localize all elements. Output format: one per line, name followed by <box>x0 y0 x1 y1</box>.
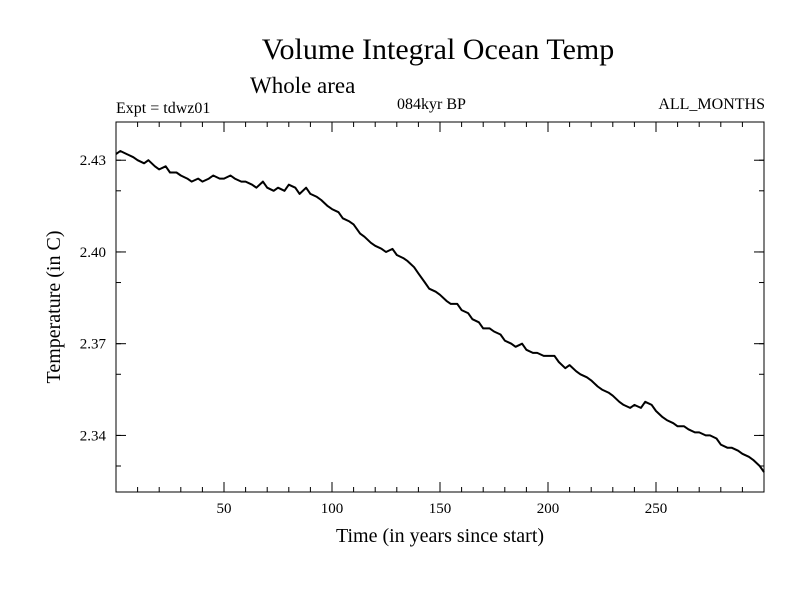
tick-labels: 50 100 150 200 250 2.34 2.37 2.40 2.43 <box>80 153 668 517</box>
y-axis-label: Temperature (in C) <box>43 231 65 384</box>
x-tick-label: 200 <box>537 501 560 517</box>
y-tick-label: 2.37 <box>80 337 107 353</box>
x-tick-label: 50 <box>217 501 232 517</box>
y-tick-label: 2.34 <box>80 428 107 444</box>
tick-marks <box>116 122 764 492</box>
x-tick-label: 150 <box>429 501 452 517</box>
y-tick-label: 2.43 <box>80 153 106 169</box>
x-axis-label: Time (in years since start) <box>336 525 544 547</box>
period-label: 084kyr BP <box>397 96 466 113</box>
chart-title: Volume Integral Ocean Temp <box>261 33 615 66</box>
series-line <box>115 150 765 473</box>
experiment-label: Expt = tdwz01 <box>116 100 211 117</box>
chart-subtitle: Whole area <box>250 73 356 98</box>
x-tick-label: 100 <box>321 501 344 517</box>
series-layer <box>115 150 765 473</box>
plot-frame <box>115 121 765 493</box>
months-label: ALL_MONTHS <box>658 96 765 113</box>
x-tick-label: 250 <box>645 501 668 517</box>
y-tick-label: 2.40 <box>80 245 106 261</box>
